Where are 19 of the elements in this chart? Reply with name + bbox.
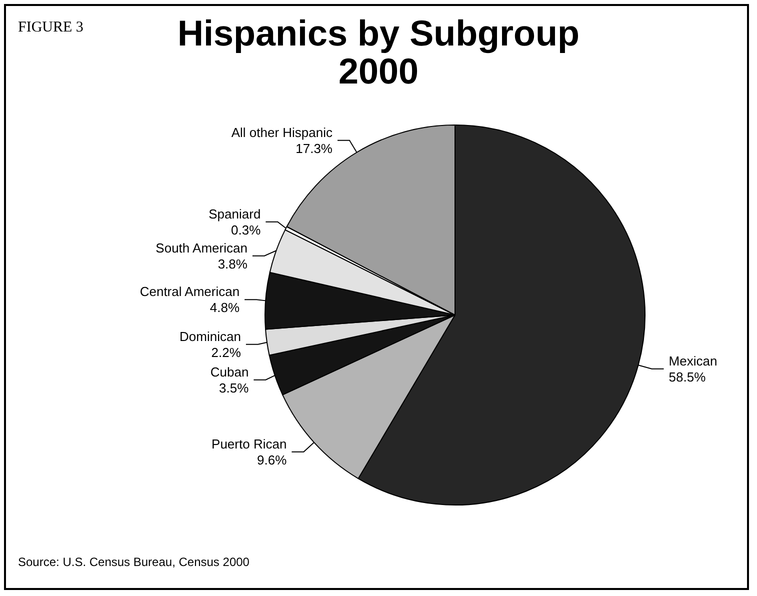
slice-label: South American <box>156 240 248 256</box>
caption: FIGURE 3 <box>18 20 84 36</box>
data-label: 3.8% <box>218 256 248 272</box>
slice-label: All other Hispanic <box>231 124 334 140</box>
data-label: 3.5% <box>219 380 250 396</box>
data-label: 2.2% <box>211 344 242 360</box>
data-label: 58.5% <box>668 369 706 384</box>
source-note: Source: U.S. Census Bureau, Census 2000 <box>18 555 250 569</box>
slice-label: Spaniard <box>208 206 261 222</box>
data-label: 4.8% <box>210 300 240 316</box>
slice-label: Cuban <box>210 364 249 380</box>
slice-label: Dominican <box>180 328 241 344</box>
data-label: 17.3% <box>296 140 333 156</box>
data-label: 0.3% <box>231 222 262 238</box>
slice-label: Central American <box>140 284 240 300</box>
data-label: 9.6% <box>257 452 288 468</box>
slice-label: Puerto Rican <box>212 436 287 452</box>
slice-label: Mexican <box>668 353 718 368</box>
chart-title: Hispanics by Subgroup <box>177 12 580 54</box>
